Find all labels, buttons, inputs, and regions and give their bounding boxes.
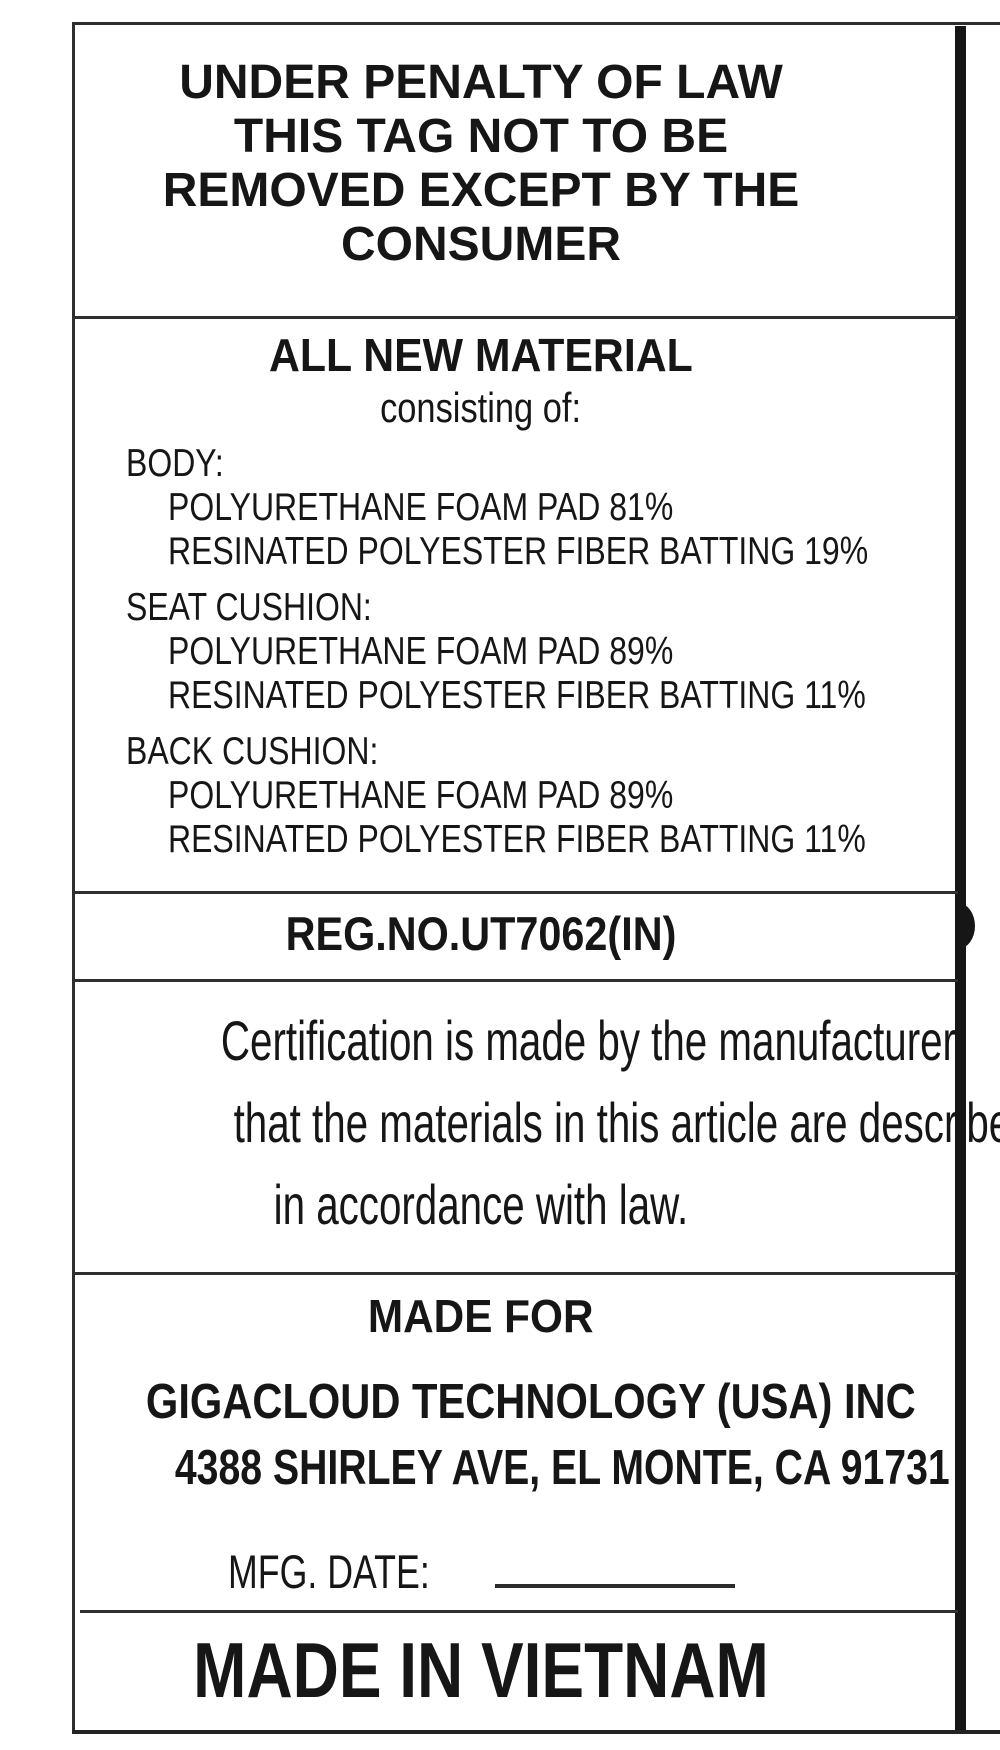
certification-line: in accordance with law. [273,1173,689,1236]
material-item: POLYURETHANE FOAM PAD 89% [168,630,674,673]
penalty-warning-line: CONSUMER [340,218,621,271]
material-group-label: BODY: [126,442,224,485]
penalty-warning-line: THIS TAG NOT TO BE [233,110,729,163]
material-group-body: BODY: POLYURETHANE FOAM PAD 81% RESINATE… [126,442,884,574]
section-divider [74,891,958,894]
made-for-heading: MADE FOR [368,1290,594,1342]
company-name: GIGACLOUD TECHNOLOGY (USA) INC [145,1375,916,1429]
label-border-right-thick [955,26,966,1730]
made-for-section: MADE FOR GIGACLOUD TECHNOLOGY (USA) INC … [78,1290,950,1598]
section-divider [74,1272,958,1275]
penalty-warning: UNDER PENALTY OF LAW THIS TAG NOT TO BE … [78,56,884,272]
material-item: POLYURETHANE FOAM PAD 81% [168,486,674,529]
materials-section: ALL NEW MATERIAL consisting of: BODY: PO… [78,328,884,874]
registration-number: REG.NO.UT7062(IN) [285,907,677,960]
mfg-date-blank [495,1540,736,1588]
material-item: RESINATED POLYESTER FIBER BATTING 11% [168,674,866,717]
label-border-bottom [72,1730,1000,1734]
section-divider [74,979,958,982]
material-group-label: BACK CUSHION: [126,730,379,773]
certification-statement: Certification is made by the manufacture… [78,1000,1000,1246]
penalty-warning-line: UNDER PENALTY OF LAW [179,56,783,109]
materials-subtitle: consisting of: [380,384,582,431]
company-address: 4388 SHIRLEY AVE, EL MONTE, CA 91731 [174,1441,950,1495]
section-divider [80,1610,958,1613]
mfg-date-label: MFG. DATE: [228,1545,430,1598]
mfg-date-row: MFG. DATE: [78,1540,884,1598]
penalty-warning-line: REMOVED EXCEPT BY THE [162,164,800,217]
label-border-left [72,22,75,1734]
material-group-seat-cushion: SEAT CUSHION: POLYURETHANE FOAM PAD 89% … [126,586,884,718]
certification-line: Certification is made by the manufacture… [220,1009,956,1072]
country-of-origin: MADE IN VIETNAM [193,1626,769,1714]
materials-list: BODY: POLYURETHANE FOAM PAD 81% RESINATE… [78,442,884,862]
material-group-label: SEAT CUSHION: [126,586,372,629]
scan-fold-artifact [958,903,975,949]
certification-line: that the materials in this article are d… [233,1091,1000,1154]
label-border-top [72,22,1000,25]
material-item: POLYURETHANE FOAM PAD 89% [168,774,674,817]
materials-title: ALL NEW MATERIAL [269,329,693,381]
material-item: RESINATED POLYESTER FIBER BATTING 11% [168,818,866,861]
material-item: RESINATED POLYESTER FIBER BATTING 19% [168,530,869,573]
section-divider [74,316,958,319]
material-group-back-cushion: BACK CUSHION: POLYURETHANE FOAM PAD 89% … [126,730,884,862]
